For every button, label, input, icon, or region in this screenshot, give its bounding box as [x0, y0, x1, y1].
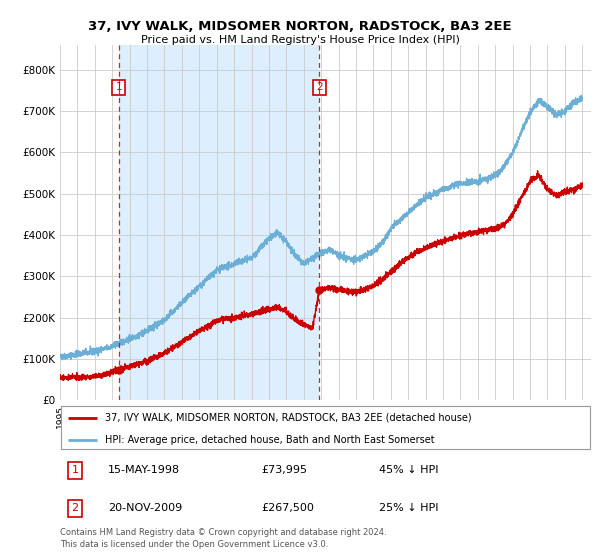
Text: Contains HM Land Registry data © Crown copyright and database right 2024.
This d: Contains HM Land Registry data © Crown c… — [60, 528, 386, 549]
Text: £73,995: £73,995 — [262, 465, 308, 475]
Text: 37, IVY WALK, MIDSOMER NORTON, RADSTOCK, BA3 2EE: 37, IVY WALK, MIDSOMER NORTON, RADSTOCK,… — [88, 20, 512, 32]
Bar — [119, 45, 319, 400]
Text: 25% ↓ HPI: 25% ↓ HPI — [379, 503, 438, 513]
Text: Price paid vs. HM Land Registry's House Price Index (HPI): Price paid vs. HM Land Registry's House … — [140, 35, 460, 45]
Text: 1: 1 — [71, 465, 79, 475]
Text: 2: 2 — [71, 503, 79, 513]
Text: £267,500: £267,500 — [262, 503, 314, 513]
Text: HPI: Average price, detached house, Bath and North East Somerset: HPI: Average price, detached house, Bath… — [105, 435, 435, 445]
FancyBboxPatch shape — [61, 406, 590, 450]
Text: 20-NOV-2009: 20-NOV-2009 — [108, 503, 182, 513]
Text: 15-MAY-1998: 15-MAY-1998 — [108, 465, 180, 475]
Text: 2: 2 — [316, 82, 323, 92]
Text: 45% ↓ HPI: 45% ↓ HPI — [379, 465, 438, 475]
Text: 37, IVY WALK, MIDSOMER NORTON, RADSTOCK, BA3 2EE (detached house): 37, IVY WALK, MIDSOMER NORTON, RADSTOCK,… — [105, 413, 472, 423]
Text: 1: 1 — [115, 82, 122, 92]
